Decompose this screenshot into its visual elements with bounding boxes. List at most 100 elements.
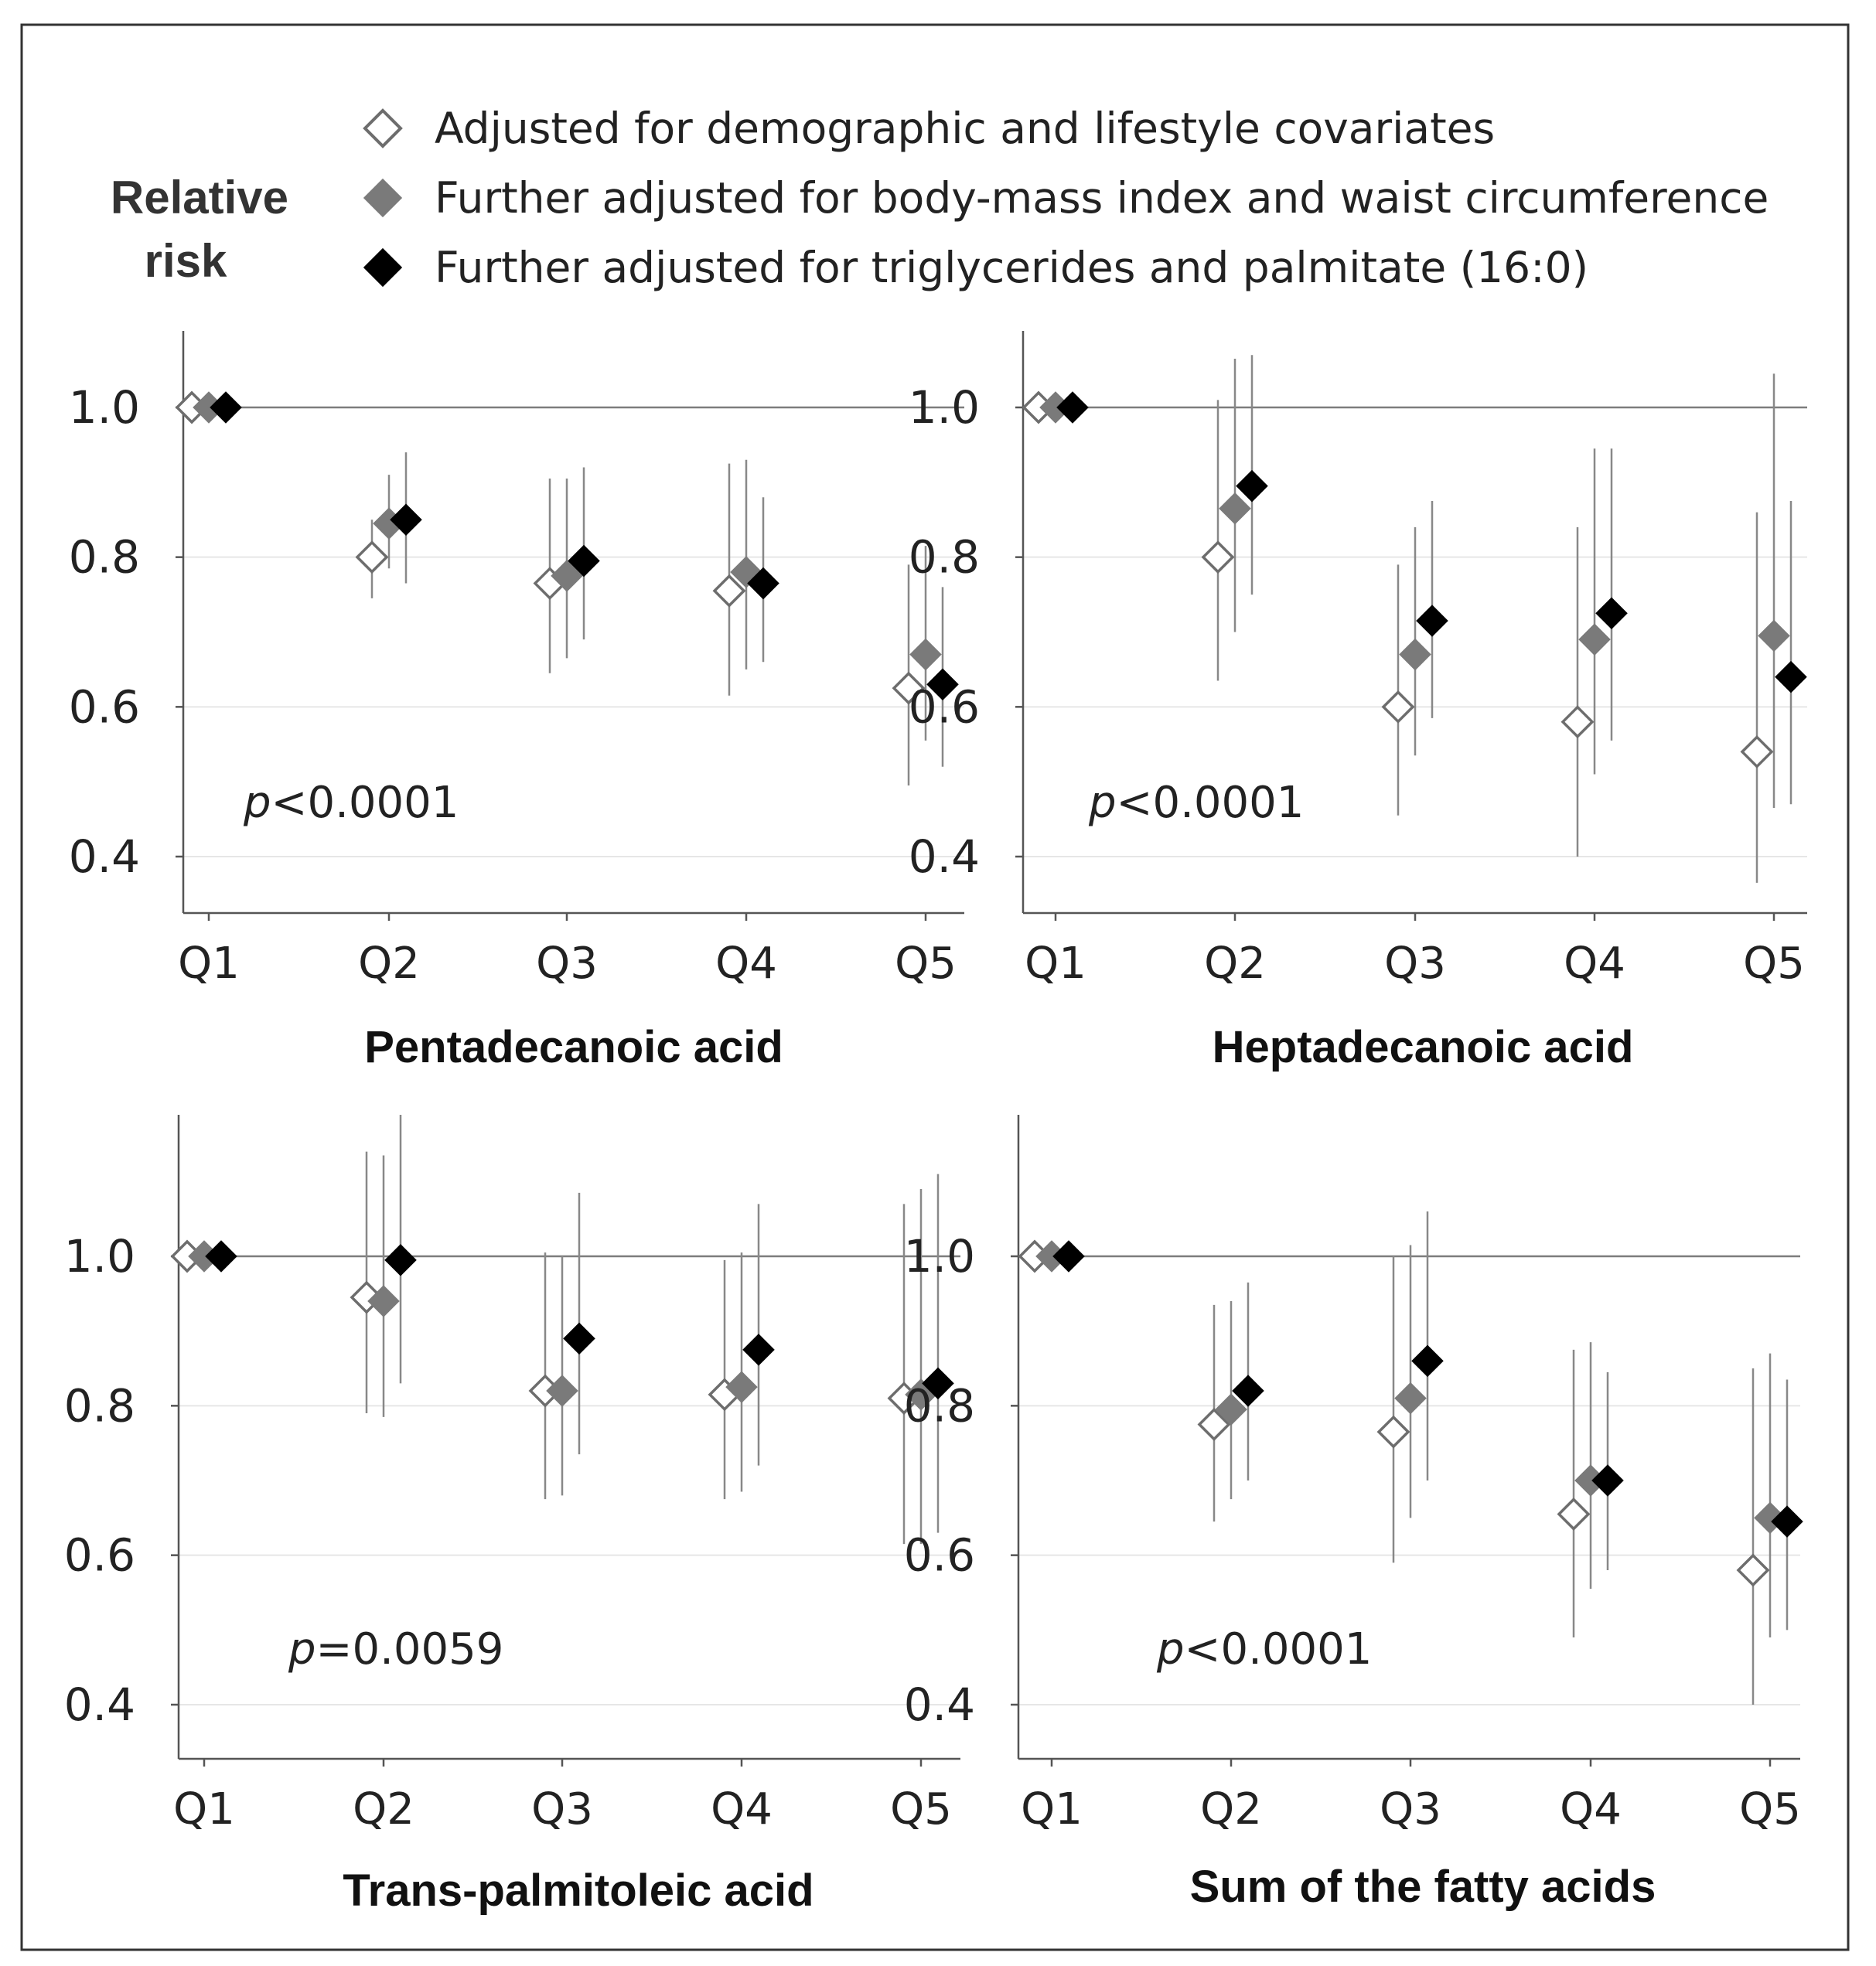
x-tick-label: Q2 [1200, 1784, 1262, 1835]
data-point [1197, 1408, 1231, 1441]
y-axis-label-line2: risk [145, 235, 227, 287]
y-tick-label: 0.6 [69, 680, 140, 733]
data-point [712, 574, 746, 608]
data-point [1736, 1553, 1770, 1587]
y-tick-label: 1.0 [904, 1230, 975, 1283]
p-value: p<0.0001 [1088, 778, 1304, 828]
legend-marker-black-diamond [363, 247, 403, 288]
data-point [1376, 1415, 1410, 1449]
p-value: p<0.0001 [1156, 1624, 1372, 1675]
x-tick-label: Q2 [353, 1784, 414, 1835]
data-point [1219, 492, 1251, 525]
data-point [1215, 1393, 1247, 1426]
legend-entry-3: Further adjusted for triglycerides and p… [435, 243, 1588, 292]
data-point [1740, 734, 1774, 768]
y-tick-label: 1.0 [69, 381, 140, 434]
panel-sum-of-fatty-acids: 1.0 0.8 0.6 0.4 Q1 Q2 Q3 Q4 Q5 p<0.0001 Sum of the… [904, 1115, 1803, 1912]
y-tick-label: 0.4 [909, 830, 980, 883]
x-tick-label: Q1 [173, 1784, 235, 1835]
panel-title: Pentadecanoic acid [364, 1022, 783, 1072]
y-axis-label: Relative risk [111, 172, 288, 287]
panel-title: Sum of the fatty acids [1190, 1862, 1656, 1912]
x-tick-label: Q5 [1739, 1784, 1801, 1835]
x-tick-label: Q1 [1021, 1784, 1083, 1835]
panel-heptadecanoic-acid: 1.0 0.8 0.6 0.4 Q1 Q2 Q3 Q4 Q5 p<0.0001 Heptadecan… [909, 331, 1807, 1072]
data-point [1394, 1382, 1427, 1415]
x-tick-label: Q3 [1380, 1784, 1441, 1835]
data-point [742, 1334, 775, 1366]
y-tick-label: 0.8 [909, 531, 980, 584]
panel-title: Heptadecanoic acid [1213, 1022, 1634, 1072]
y-tick-label: 1.0 [909, 381, 980, 434]
x-tick-label: Q2 [358, 939, 420, 989]
data-point [909, 638, 942, 671]
data-point [1578, 623, 1611, 656]
x-tick-label: Q4 [1560, 1784, 1622, 1835]
data-point [210, 391, 242, 424]
legend-entry-2: Further adjusted for body-mass index and… [435, 173, 1769, 223]
p-value-number: <0.0001 [1185, 1624, 1373, 1675]
data-point [926, 668, 959, 701]
data-point [1591, 1464, 1624, 1497]
p-value-number: <0.0001 [1117, 778, 1305, 828]
x-tick-label: Q3 [1384, 939, 1446, 989]
data-point [1056, 391, 1089, 424]
panel-pentadecanoic-acid: 1.0 0.8 0.6 0.4 Q1 Q2 Q3 Q4 Q5 p<0.0001 Pentadecan… [69, 331, 964, 1072]
y-tick-label: 0.6 [904, 1529, 975, 1582]
data-point [355, 540, 389, 574]
y-tick-label: 0.4 [64, 1678, 135, 1731]
data-point [1052, 1240, 1085, 1273]
data-point [892, 671, 926, 705]
p-value-number: <0.0001 [271, 778, 459, 828]
x-tick-label: Q5 [890, 1784, 952, 1835]
y-tick-label: 0.8 [904, 1379, 975, 1432]
y-axis-label-line1: Relative [111, 172, 288, 223]
data-point [1411, 1344, 1444, 1378]
data-point [1557, 1497, 1591, 1531]
legend-marker-gray-diamond [363, 178, 403, 218]
data-point [563, 1322, 595, 1355]
p-value-symbol: p [1156, 1624, 1185, 1675]
legend-marker-open-diamond [363, 108, 403, 148]
data-point [1232, 1375, 1264, 1407]
data-point [384, 1244, 417, 1276]
data-point [1595, 597, 1628, 630]
data-point [747, 567, 779, 600]
x-tick-label: Q1 [178, 939, 240, 989]
x-tick-label: Q4 [711, 1784, 773, 1835]
x-tick-label: Q3 [536, 939, 598, 989]
x-tick-label: Q5 [895, 939, 957, 989]
panel-title: Trans-palmitoleic acid [343, 1865, 814, 1916]
y-tick-label: 0.6 [64, 1529, 135, 1582]
x-tick-label: Q3 [531, 1784, 593, 1835]
y-tick-label: 0.4 [69, 830, 140, 883]
data-point [1560, 705, 1595, 739]
p-value: p<0.0001 [243, 778, 459, 828]
figure-border [20, 23, 1850, 1951]
data-point [1775, 660, 1807, 693]
data-point [922, 1367, 954, 1400]
data-point [390, 503, 422, 537]
data-point [568, 544, 600, 578]
data-point [1201, 540, 1235, 574]
p-value-symbol: p [243, 778, 271, 828]
data-point [546, 1375, 578, 1407]
data-point [1771, 1505, 1803, 1538]
data-point [725, 1371, 758, 1403]
x-tick-label: Q4 [715, 939, 777, 989]
y-tick-label: 0.8 [69, 531, 140, 584]
x-tick-label: Q4 [1564, 939, 1625, 989]
p-value-symbol: p [288, 1624, 316, 1675]
data-point [205, 1240, 237, 1273]
data-point [367, 1285, 400, 1317]
data-point [1236, 469, 1268, 503]
p-value-number: =0.0059 [316, 1624, 504, 1675]
data-point [1381, 690, 1415, 724]
y-tick-label: 1.0 [64, 1230, 135, 1283]
x-tick-label: Q5 [1743, 939, 1805, 989]
legend-entry-1: Adjusted for demographic and lifestyle c… [435, 104, 1495, 153]
y-tick-label: 0.6 [909, 680, 980, 733]
p-value: p=0.0059 [288, 1624, 503, 1675]
x-tick-label: Q2 [1204, 939, 1266, 989]
